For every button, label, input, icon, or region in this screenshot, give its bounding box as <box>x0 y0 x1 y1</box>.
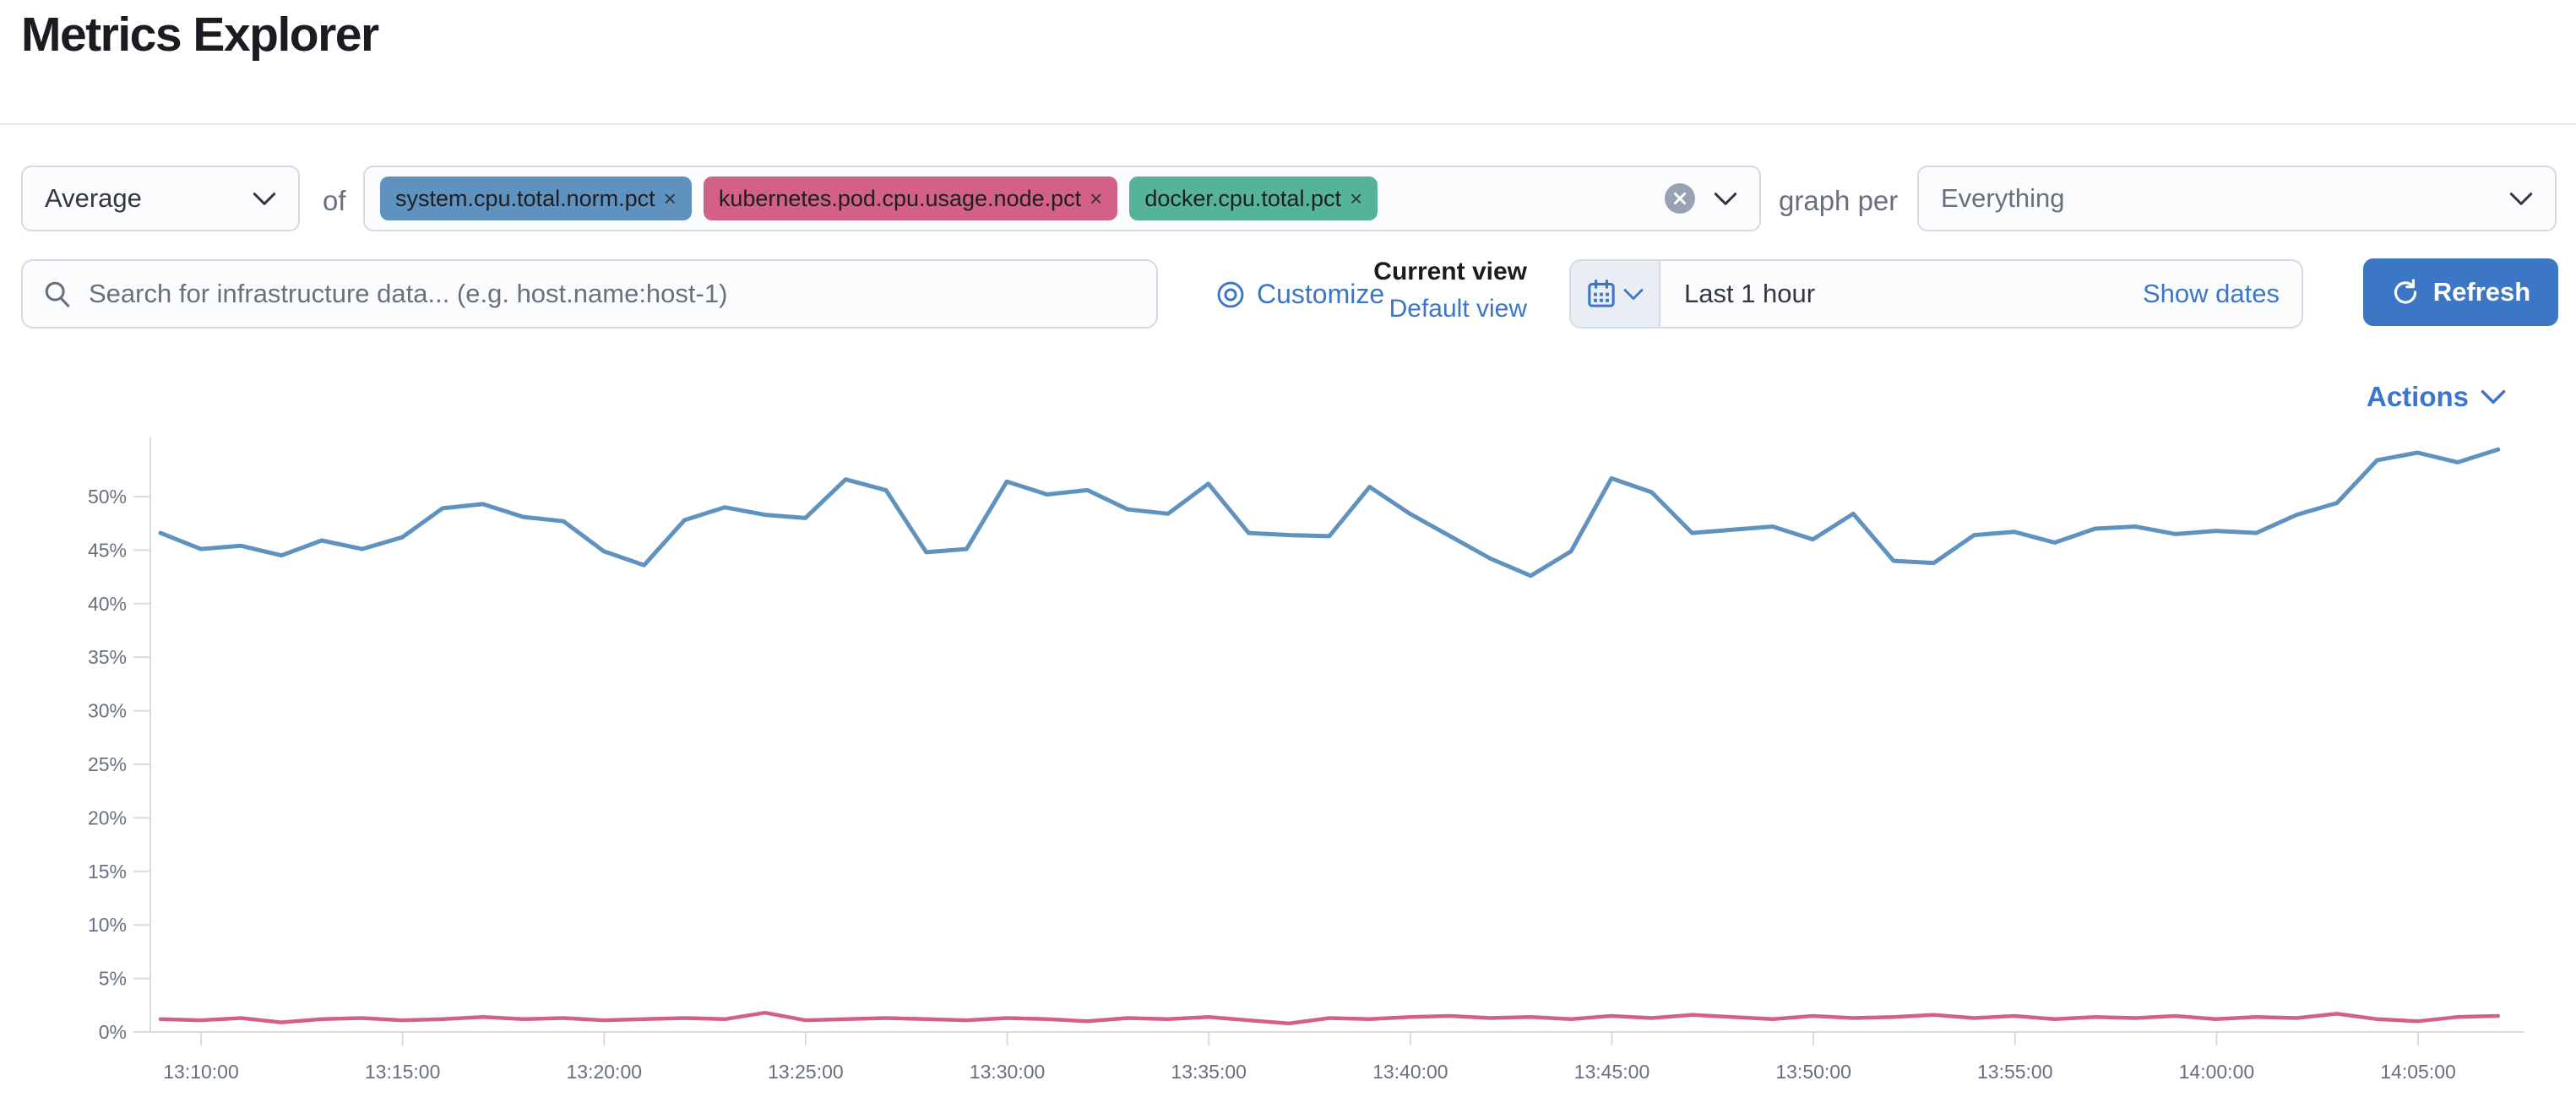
group-by-value: Everything <box>1941 183 2065 213</box>
svg-text:13:25:00: 13:25:00 <box>768 1061 844 1083</box>
refresh-label: Refresh <box>2432 277 2531 307</box>
group-by-select[interactable]: Everything <box>1917 166 2557 231</box>
svg-text:13:35:00: 13:35:00 <box>1171 1061 1247 1083</box>
svg-text:20%: 20% <box>88 807 127 828</box>
actions-menu-button[interactable]: Actions <box>2367 381 2506 413</box>
date-picker-calendar-button[interactable] <box>1571 261 1660 327</box>
eye-icon <box>1217 281 1244 307</box>
clear-all-icon[interactable] <box>1665 183 1695 214</box>
svg-text:14:05:00: 14:05:00 <box>2380 1061 2456 1083</box>
svg-text:50%: 50% <box>88 486 127 508</box>
date-picker[interactable]: Last 1 hour Show dates <box>1569 259 2303 329</box>
svg-text:40%: 40% <box>88 593 127 615</box>
metric-pill[interactable]: kubernetes.pod.cpu.usage.node.pct × <box>703 177 1118 220</box>
svg-text:13:30:00: 13:30:00 <box>970 1061 1046 1083</box>
time-range-value[interactable]: Last 1 hour <box>1684 279 1816 308</box>
customize-button[interactable]: Customize <box>1216 279 1384 310</box>
remove-metric-icon[interactable]: × <box>1090 185 1103 211</box>
chevron-down-icon <box>253 192 276 205</box>
chevron-down-icon[interactable] <box>1714 192 1737 206</box>
header-divider <box>0 123 2576 125</box>
svg-text:25%: 25% <box>88 753 127 775</box>
metric-combo-box[interactable]: system.cpu.total.norm.pct × kubernetes.p… <box>363 166 1761 231</box>
svg-text:14:00:00: 14:00:00 <box>2179 1061 2255 1083</box>
chevron-down-icon <box>2509 192 2533 205</box>
refresh-icon <box>2394 279 2416 304</box>
refresh-button[interactable]: Refresh <box>2363 258 2558 326</box>
remove-metric-icon[interactable]: × <box>1349 185 1363 211</box>
svg-text:13:20:00: 13:20:00 <box>567 1061 643 1083</box>
metric-pill-label: system.cpu.total.norm.pct <box>395 185 655 211</box>
svg-text:13:40:00: 13:40:00 <box>1372 1061 1448 1083</box>
svg-text:0%: 0% <box>99 1021 127 1043</box>
graph-per-label: graph per <box>1779 185 1899 216</box>
search-input[interactable]: Search for infrastructure data... (e.g. … <box>21 259 1158 329</box>
svg-text:5%: 5% <box>99 968 127 990</box>
of-label: of <box>323 185 346 216</box>
customize-label: Customize <box>1257 279 1385 309</box>
svg-text:35%: 35% <box>88 646 127 668</box>
search-placeholder: Search for infrastructure data... (e.g. … <box>89 279 728 308</box>
svg-text:13:50:00: 13:50:00 <box>1775 1061 1851 1083</box>
show-dates-link[interactable]: Show dates <box>2143 279 2280 308</box>
page-title: Metrics Explorer <box>21 8 379 62</box>
calendar-icon <box>1588 280 1615 307</box>
metric-pill[interactable]: system.cpu.total.norm.pct × <box>380 177 692 220</box>
actions-label: Actions <box>2367 381 2470 412</box>
metric-pill-label: docker.cpu.total.pct <box>1144 185 1341 211</box>
metric-pill[interactable]: docker.cpu.total.pct × <box>1129 177 1378 220</box>
svg-text:15%: 15% <box>88 861 127 883</box>
current-view-label: Current view <box>1373 258 1527 285</box>
svg-text:45%: 45% <box>88 539 127 561</box>
svg-text:30%: 30% <box>88 700 127 722</box>
chevron-down-icon <box>2481 390 2506 404</box>
svg-text:13:15:00: 13:15:00 <box>365 1061 441 1083</box>
chevron-down-icon <box>1623 288 1644 300</box>
svg-text:10%: 10% <box>88 914 127 936</box>
metric-pill-label: kubernetes.pod.cpu.usage.node.pct <box>718 185 1082 211</box>
search-icon <box>45 281 70 307</box>
default-view-link[interactable]: Default view <box>1389 295 1527 323</box>
svg-text:13:45:00: 13:45:00 <box>1574 1061 1650 1083</box>
aggregation-value: Average <box>45 183 142 213</box>
aggregation-select[interactable]: Average <box>21 166 300 231</box>
remove-metric-icon[interactable]: × <box>663 185 677 211</box>
svg-text:13:10:00: 13:10:00 <box>163 1061 239 1083</box>
svg-text:13:55:00: 13:55:00 <box>1977 1061 2053 1083</box>
